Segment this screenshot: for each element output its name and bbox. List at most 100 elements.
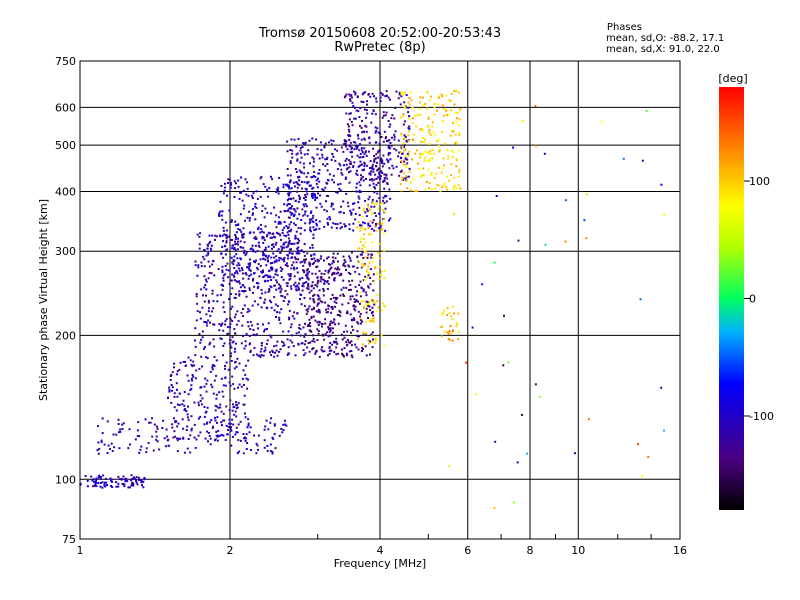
data-point — [202, 294, 204, 297]
data-point — [218, 434, 221, 437]
data-point — [359, 315, 362, 318]
y-tick-label: 400 — [55, 185, 76, 198]
data-point — [293, 185, 296, 188]
data-point — [336, 268, 339, 271]
data-point — [298, 239, 301, 242]
data-point — [327, 179, 329, 181]
data-point — [383, 304, 386, 307]
data-point — [259, 355, 262, 358]
data-point — [350, 288, 352, 291]
data-point — [200, 355, 203, 358]
data-point — [327, 195, 329, 197]
data-point — [330, 320, 333, 323]
data-point — [323, 225, 326, 228]
data-point — [242, 227, 245, 230]
data-point — [231, 375, 234, 378]
data-point — [228, 283, 231, 285]
data-point — [241, 199, 244, 202]
data-point — [225, 424, 228, 427]
data-point — [400, 189, 403, 192]
data-point — [242, 433, 245, 435]
data-point — [290, 267, 293, 270]
data-point — [348, 181, 351, 184]
data-point — [254, 250, 257, 253]
data-point — [436, 140, 439, 143]
data-point — [407, 126, 410, 129]
data-point — [365, 250, 367, 253]
data-point — [294, 258, 297, 260]
data-point — [332, 140, 335, 142]
data-point — [298, 179, 301, 182]
data-point — [232, 423, 235, 426]
data-point — [372, 273, 375, 276]
data-point — [348, 228, 351, 231]
data-point — [259, 177, 262, 180]
data-point — [241, 269, 244, 272]
data-point — [220, 185, 223, 187]
data-point — [310, 315, 313, 318]
data-point — [294, 224, 297, 226]
data-point — [204, 377, 207, 380]
data-point — [326, 182, 329, 185]
data-point — [298, 277, 301, 280]
data-point — [384, 207, 387, 210]
data-point — [314, 352, 317, 355]
data-point — [194, 377, 197, 380]
data-point — [304, 340, 307, 342]
data-point — [443, 184, 445, 187]
data-point — [433, 106, 436, 109]
data-point — [206, 430, 208, 433]
data-point — [365, 130, 368, 133]
data-point — [389, 158, 392, 161]
data-point — [289, 211, 292, 214]
data-point — [361, 346, 364, 349]
data-point — [295, 261, 298, 264]
data-point — [385, 90, 388, 93]
data-point — [324, 158, 327, 161]
data-point — [245, 437, 248, 440]
data-point — [408, 127, 411, 130]
data-point — [238, 197, 241, 200]
data-point — [213, 379, 216, 382]
data-point — [239, 228, 242, 231]
data-point — [364, 199, 366, 202]
data-point — [142, 480, 145, 483]
data-point — [342, 262, 345, 265]
data-point — [361, 343, 364, 346]
data-point — [315, 179, 318, 182]
data-point — [225, 318, 228, 321]
data-point — [337, 260, 339, 263]
data-point — [95, 485, 98, 488]
data-point — [385, 174, 388, 177]
data-point — [251, 197, 254, 199]
data-point — [240, 230, 243, 233]
data-point — [382, 179, 385, 182]
data-point — [376, 272, 379, 275]
data-point — [362, 179, 365, 182]
data-point — [349, 170, 352, 173]
data-point — [448, 330, 451, 333]
y-tick-label: 600 — [55, 101, 76, 114]
data-point — [177, 422, 180, 425]
data-point — [309, 297, 312, 300]
data-point — [317, 308, 320, 311]
data-point — [303, 194, 306, 197]
data-point — [332, 208, 335, 211]
data-point — [354, 212, 357, 215]
data-point — [459, 187, 462, 190]
data-point — [455, 165, 458, 168]
data-point — [438, 95, 440, 98]
data-point — [303, 213, 306, 216]
data-point — [378, 171, 381, 174]
data-point — [355, 346, 358, 349]
data-point — [241, 234, 244, 237]
data-point — [365, 291, 368, 294]
data-point — [264, 349, 267, 352]
data-point — [324, 280, 327, 283]
data-point — [222, 395, 225, 398]
data-point — [97, 482, 100, 485]
data-point — [176, 439, 179, 442]
data-point — [428, 128, 431, 131]
data-point — [296, 190, 299, 193]
data-point — [287, 330, 290, 333]
